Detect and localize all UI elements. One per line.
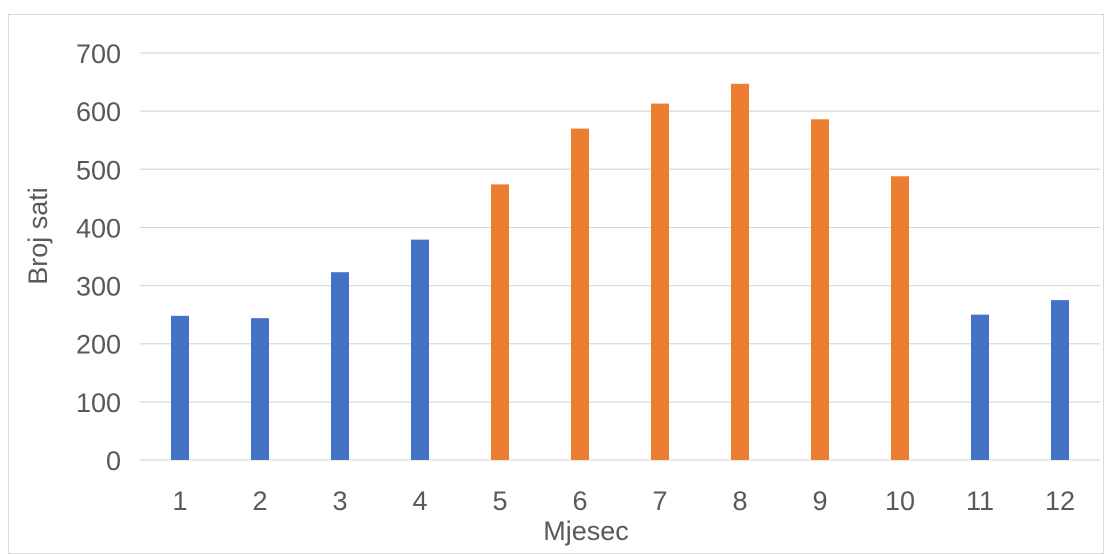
x-tick-label: 6 [572,486,587,516]
bar-month-2 [251,318,269,460]
x-axis-title: Mjesec [543,516,629,546]
bars [171,83,1069,461]
y-axis-title: Broj sati [23,187,53,285]
bar-month-8 [731,83,749,461]
bar-month-9 [811,119,829,460]
y-tick-label: 400 [76,213,121,243]
y-tick-label: 700 [76,39,121,69]
x-tick-label: 9 [812,486,827,516]
y-tick-label: 100 [76,388,121,418]
x-tick-label: 2 [252,486,267,516]
y-tick-label: 300 [76,272,121,302]
x-tick-label: 11 [966,486,994,516]
bar-month-12 [1051,300,1069,460]
x-tick-label: 1 [172,486,187,516]
y-tick-label: 500 [76,155,121,185]
x-tick-label: 7 [652,486,667,516]
bar-month-4 [411,239,429,460]
bar-month-3 [331,272,349,460]
y-tick-labels: 0 100 200 300 400 500 600 700 [76,39,121,476]
x-tick-label: 8 [732,486,747,516]
bar-month-1 [171,315,189,460]
bar-month-7 [651,103,669,460]
x-tick-labels: 1 2 3 4 5 6 7 8 9 10 11 12 [172,486,1075,516]
bar-month-6 [571,128,589,461]
x-tick-label: 10 [885,486,915,516]
gridlines [140,52,1100,461]
x-tick-label: 12 [1045,486,1075,516]
x-tick-label: 3 [332,486,347,516]
bar-month-10 [891,176,909,460]
y-tick-label: 0 [106,446,121,476]
bar-month-5 [491,184,509,460]
x-tick-label: 5 [492,486,507,516]
y-tick-label: 200 [76,330,121,360]
x-tick-label: 4 [412,486,427,516]
bar-month-11 [971,314,989,460]
y-tick-label: 600 [76,97,121,127]
